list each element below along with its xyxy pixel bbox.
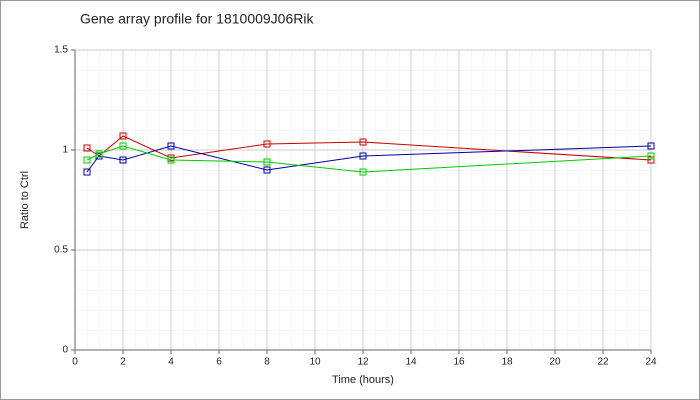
x-tick-label: 20: [549, 357, 561, 368]
x-tick-label: 14: [405, 357, 417, 368]
x-tick-label: 12: [357, 357, 369, 368]
point-marker: [647, 156, 655, 164]
x-tick-label: 22: [597, 357, 609, 368]
x-tick-label: 2: [120, 357, 126, 368]
x-tick-label: 24: [645, 357, 657, 368]
point-marker: [647, 152, 655, 160]
point-marker: [167, 142, 175, 150]
x-axis-label: Time (hours): [332, 374, 394, 386]
point-marker: [119, 156, 127, 164]
point-marker: [119, 142, 127, 150]
point-marker: [647, 142, 655, 150]
x-tick-label: 4: [168, 357, 174, 368]
y-tick-label: 0.5: [54, 245, 68, 256]
point-marker: [119, 132, 127, 140]
series-line: [86, 145, 652, 173]
y-tick-label: 1.5: [54, 45, 68, 56]
point-marker: [83, 156, 91, 164]
point-marker: [359, 152, 367, 160]
point-marker: [167, 156, 175, 164]
point-marker: [95, 150, 103, 158]
x-tick-label: 16: [453, 357, 465, 368]
point-marker: [359, 138, 367, 146]
point-marker: [263, 166, 271, 174]
point-marker: [359, 168, 367, 176]
y-tick-label: 0: [62, 345, 68, 356]
x-tick-label: 0: [72, 357, 78, 368]
x-tick-label: 18: [501, 357, 513, 368]
x-tick-label: 8: [264, 357, 270, 368]
y-axis-label: Ratio to Ctrl: [19, 171, 31, 229]
point-marker: [263, 158, 271, 166]
point-marker: [83, 144, 91, 152]
point-marker: [83, 168, 91, 176]
y-tick-label: 1: [62, 145, 68, 156]
series-line: [86, 145, 652, 173]
chart-title: Gene array profile for 1810009J06Rik: [80, 11, 314, 27]
x-tick-label: 6: [216, 357, 222, 368]
x-tick-label: 10: [309, 357, 321, 368]
point-marker: [263, 140, 271, 148]
